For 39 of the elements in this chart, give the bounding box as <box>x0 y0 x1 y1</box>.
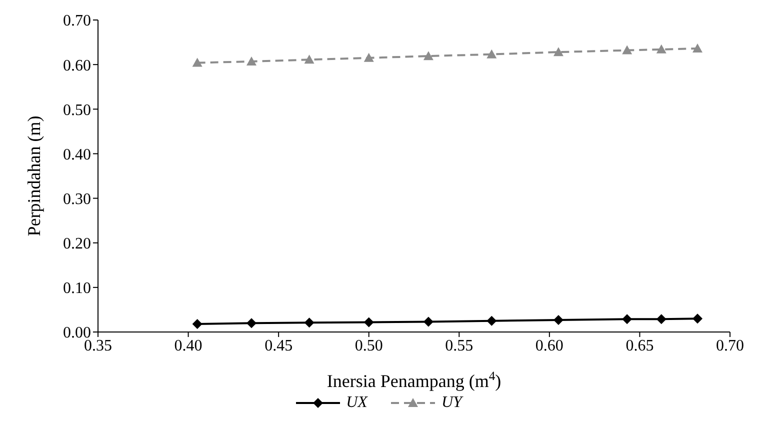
point <box>553 47 564 56</box>
point <box>304 318 314 328</box>
legend-label: UY <box>441 394 462 412</box>
legend-label: UX <box>346 394 368 412</box>
point <box>246 56 256 66</box>
point <box>692 44 702 53</box>
point <box>192 318 202 329</box>
point <box>423 51 434 60</box>
x-tick-label: 0.50 <box>354 337 383 354</box>
point <box>692 314 702 324</box>
point <box>304 54 314 64</box>
point <box>622 45 632 54</box>
point <box>486 49 497 58</box>
y-tick-label: 0.60 <box>63 57 91 74</box>
x-tick-label: 0.55 <box>445 337 474 354</box>
point <box>246 318 256 328</box>
y-tick-label: 0.40 <box>63 146 91 164</box>
y-tick-label: 0.20 <box>63 236 91 253</box>
point <box>656 44 666 54</box>
point <box>553 314 564 325</box>
x-tick-label: 0.40 <box>174 337 202 354</box>
y-tick-label: 0.70 <box>63 12 91 30</box>
x-tick-label: 0.65 <box>626 337 654 354</box>
x-tick-label: 0.70 <box>716 337 744 354</box>
y-tick-label: 0.50 <box>63 102 91 119</box>
point <box>364 52 374 62</box>
y-axis-title: Perpindahan (m) <box>24 116 44 236</box>
y-tick-label: 0.10 <box>63 280 91 298</box>
x-axis-title: Inersia Penampang (m$^{4}$) <box>326 369 502 391</box>
point <box>364 317 374 328</box>
point <box>423 316 434 327</box>
x-tick-label: 0.35 <box>84 337 112 354</box>
point <box>622 314 632 324</box>
point <box>192 58 202 67</box>
y-tick-label: 0.30 <box>63 190 91 208</box>
point <box>656 314 666 324</box>
x-tick-label: 0.45 <box>264 337 293 354</box>
x-tick-label: 0.60 <box>535 337 564 354</box>
point <box>486 316 497 326</box>
